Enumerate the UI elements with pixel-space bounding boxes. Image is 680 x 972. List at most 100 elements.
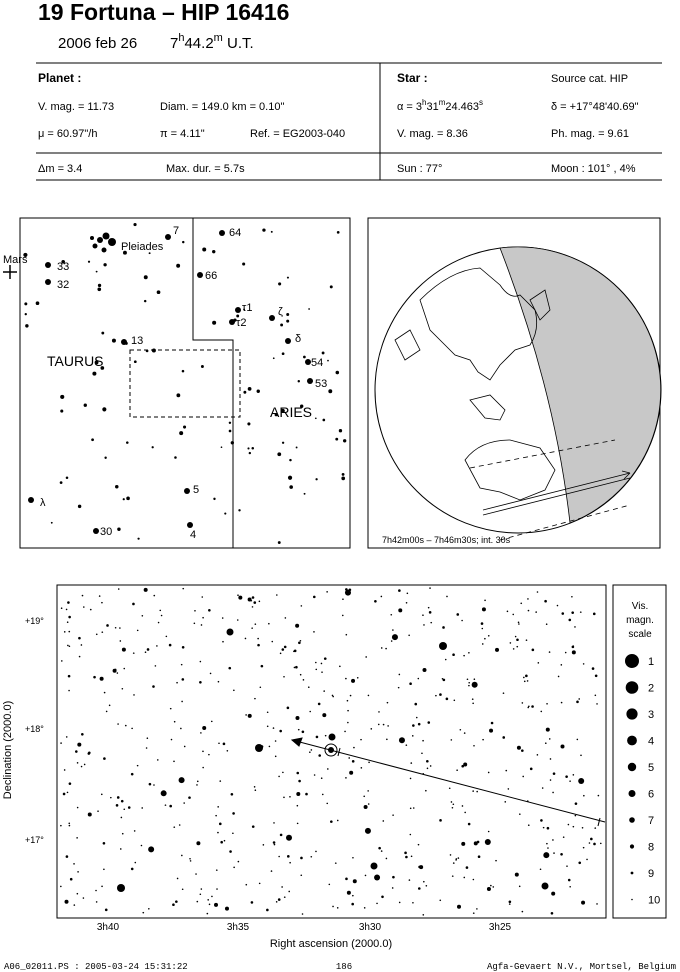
star — [439, 899, 442, 902]
star — [237, 594, 239, 597]
time-part: m — [214, 32, 223, 44]
star — [312, 595, 316, 599]
star — [548, 738, 551, 740]
star — [545, 727, 550, 732]
star — [363, 805, 368, 810]
star — [119, 640, 122, 642]
star — [195, 873, 197, 875]
star — [101, 247, 107, 253]
star — [409, 833, 412, 836]
star — [526, 680, 529, 682]
star — [412, 901, 414, 904]
star — [256, 389, 260, 393]
star — [348, 757, 351, 759]
star — [287, 855, 290, 858]
star — [338, 429, 343, 433]
star — [104, 456, 107, 459]
star — [108, 704, 111, 707]
star — [596, 703, 598, 705]
star — [268, 745, 271, 748]
field: Max. dur. = 5.7s — [166, 163, 245, 175]
star — [405, 855, 408, 859]
title: 19 Fortuna – HIP 16416 — [38, 0, 289, 25]
star — [349, 694, 352, 697]
star — [593, 842, 596, 846]
star — [451, 875, 454, 877]
star — [315, 668, 318, 671]
scale-label: 9 — [648, 868, 654, 880]
star — [92, 371, 97, 376]
star — [552, 791, 554, 794]
star — [229, 850, 232, 853]
star — [298, 779, 301, 783]
field: Ref. = EG2003-040 — [250, 128, 345, 140]
star — [423, 880, 425, 883]
star — [60, 394, 65, 399]
star — [280, 408, 285, 413]
x-tick-label: 3h40 — [97, 922, 120, 933]
star — [504, 801, 507, 803]
star — [277, 452, 282, 457]
star — [418, 865, 421, 869]
star — [347, 721, 349, 724]
star — [275, 901, 278, 903]
star — [226, 628, 234, 636]
star — [151, 348, 156, 353]
star — [62, 792, 66, 796]
scale-label: 2 — [648, 683, 654, 695]
star — [336, 231, 340, 234]
star — [101, 631, 104, 633]
star — [307, 378, 313, 384]
finder-label: 64 — [229, 227, 241, 239]
star — [245, 714, 247, 716]
star — [251, 596, 255, 599]
y-tick-label: +19° — [25, 616, 44, 626]
star — [546, 842, 548, 845]
star — [411, 735, 414, 737]
star — [481, 607, 486, 612]
star — [302, 679, 305, 681]
star — [476, 908, 478, 910]
star — [425, 789, 427, 792]
star — [330, 820, 333, 823]
star — [237, 860, 240, 863]
star — [119, 848, 122, 850]
star — [293, 650, 295, 653]
star — [77, 871, 79, 873]
star — [426, 759, 429, 763]
star — [484, 839, 491, 846]
star — [208, 753, 210, 756]
star — [289, 861, 291, 864]
scale-dot — [626, 708, 638, 720]
star — [390, 640, 393, 642]
star — [77, 742, 82, 747]
star — [326, 802, 329, 805]
star — [202, 766, 204, 769]
star — [250, 901, 254, 904]
star — [253, 601, 257, 604]
star — [279, 729, 282, 733]
x-tick-label: 3h25 — [489, 922, 512, 933]
star — [442, 626, 445, 629]
star — [521, 702, 524, 704]
star — [287, 475, 293, 480]
star — [165, 234, 171, 240]
star — [66, 791, 69, 794]
star — [137, 537, 140, 540]
star — [233, 866, 235, 869]
star — [133, 360, 137, 364]
star — [326, 591, 328, 593]
star — [566, 865, 568, 867]
star — [144, 651, 147, 654]
star — [472, 878, 475, 881]
star — [93, 675, 96, 679]
star — [101, 885, 103, 888]
shadow-path — [470, 440, 630, 540]
star — [81, 732, 84, 736]
star — [64, 899, 69, 904]
star — [461, 619, 463, 622]
star — [495, 859, 497, 862]
star — [543, 852, 550, 859]
star — [579, 611, 582, 613]
